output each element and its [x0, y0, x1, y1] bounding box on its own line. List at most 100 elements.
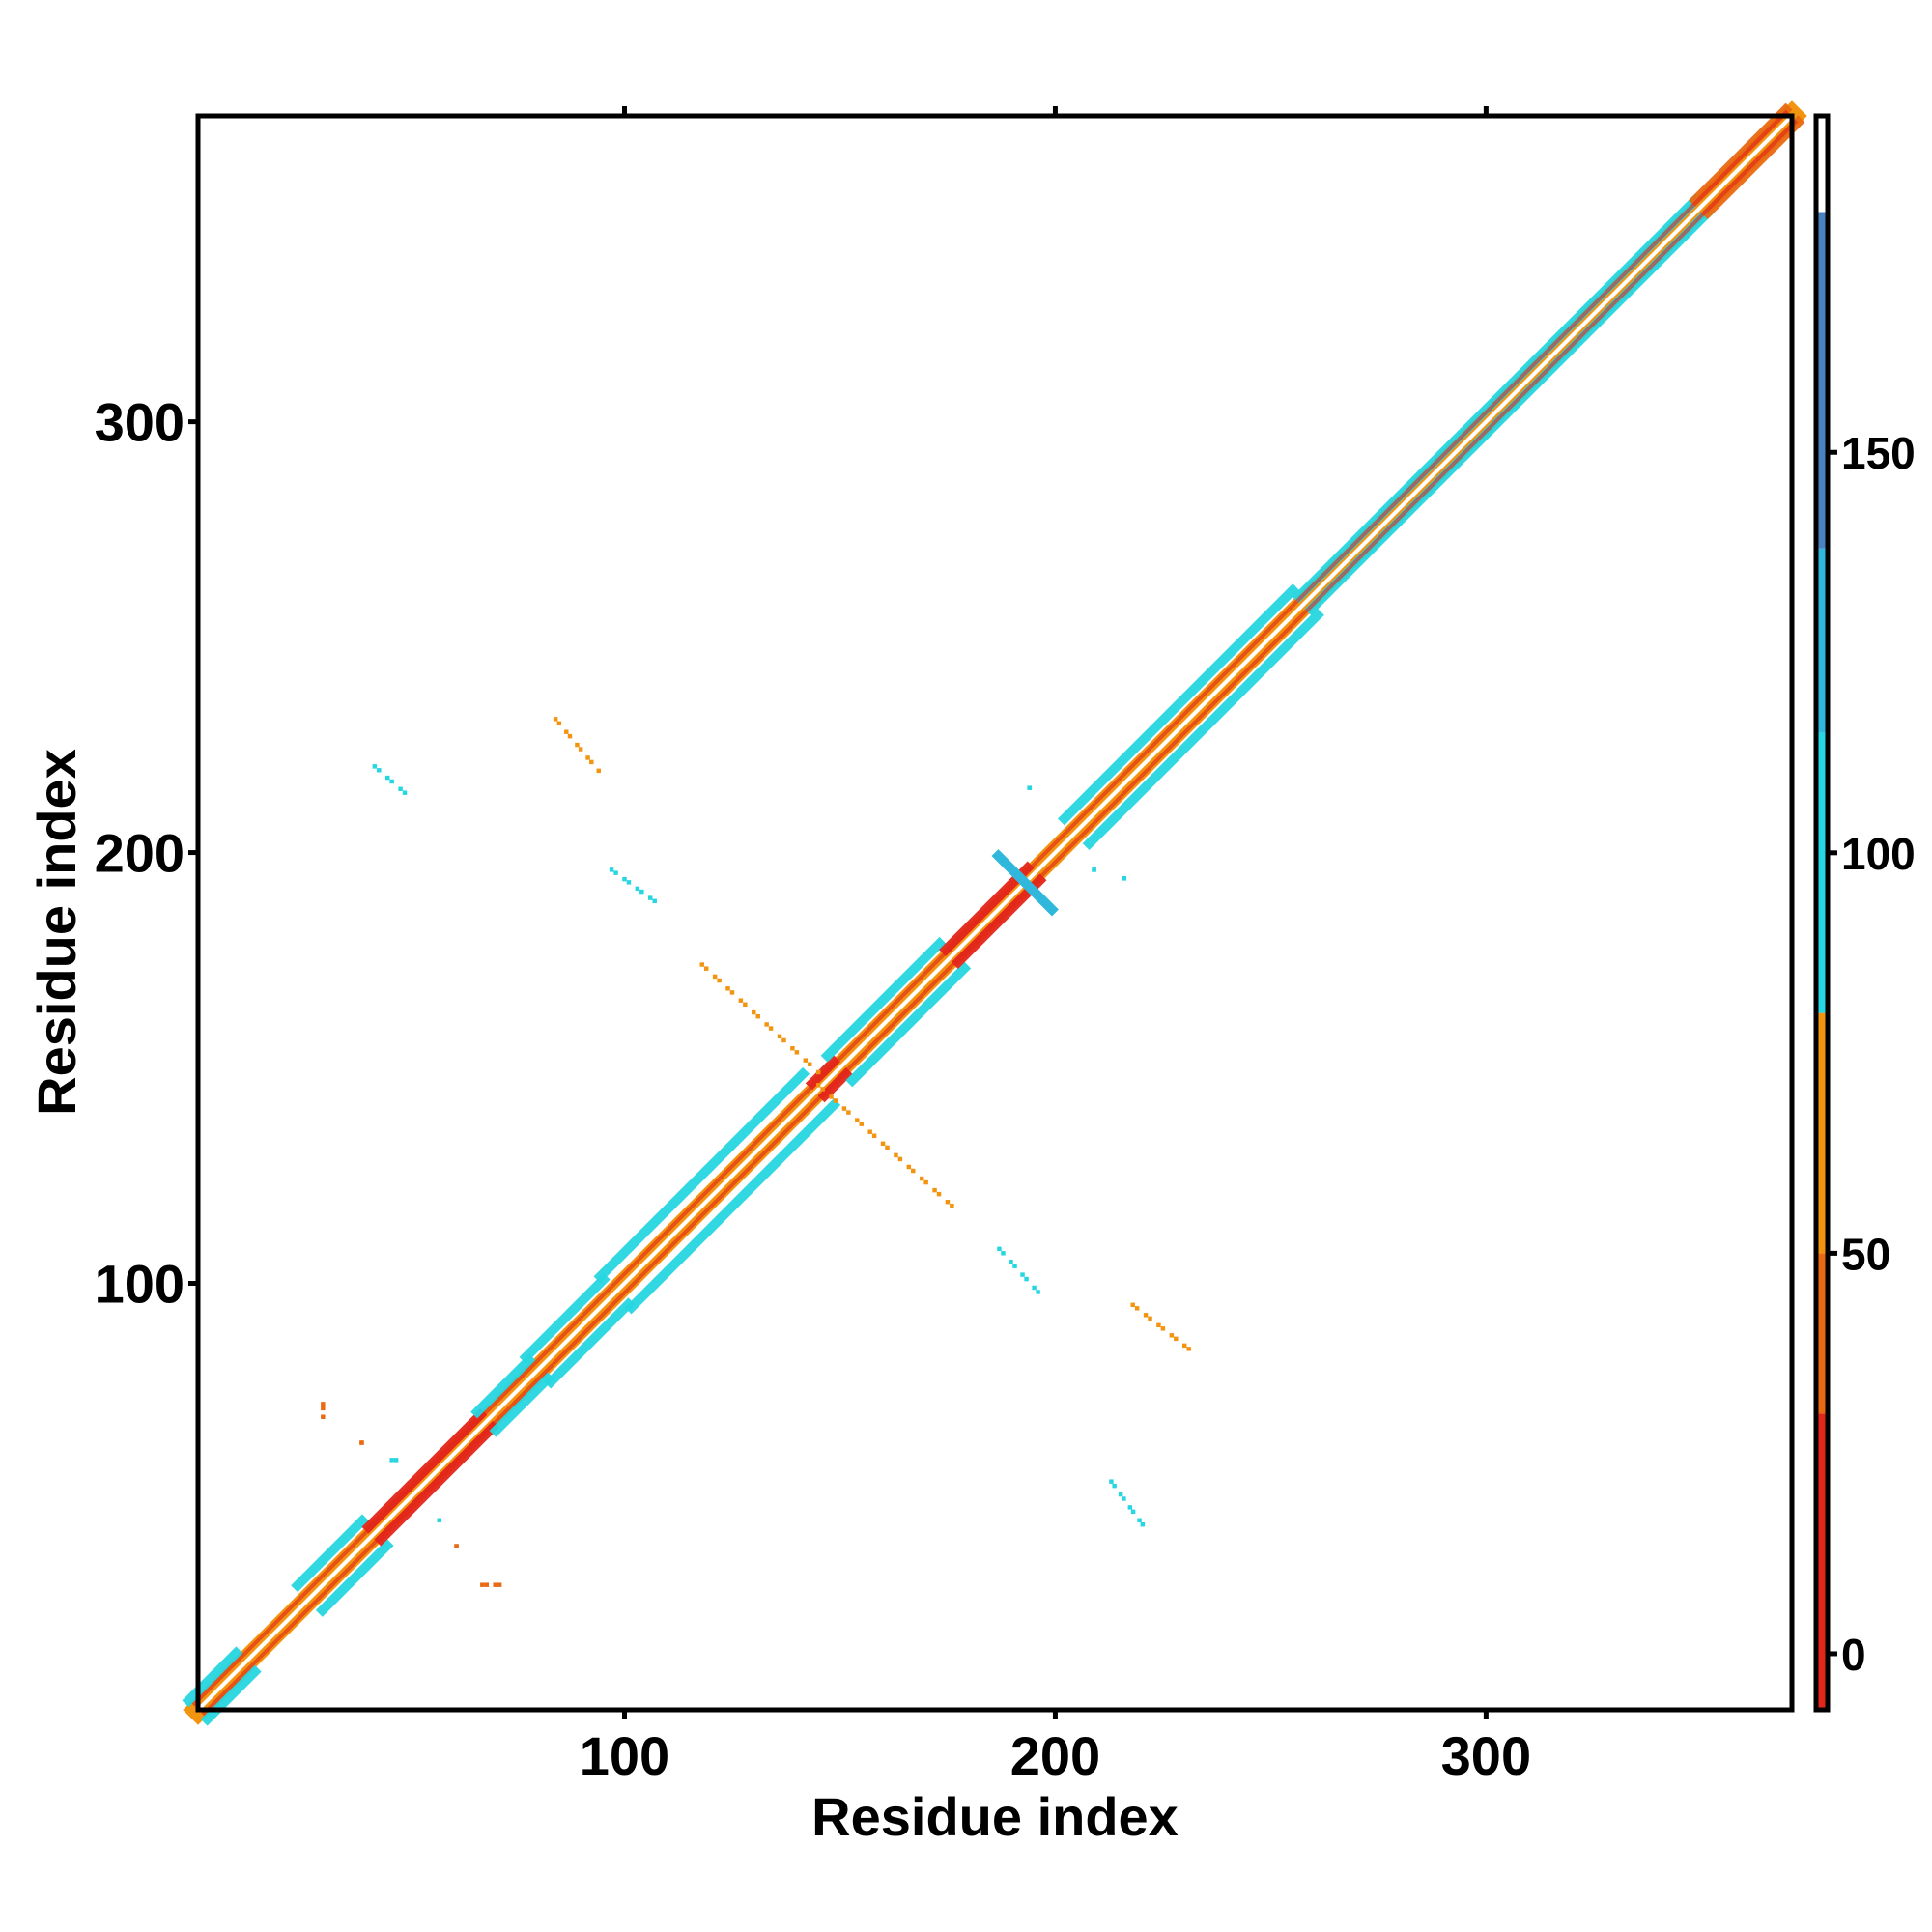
contact-cell	[626, 880, 632, 885]
diagonal-segment	[1700, 115, 1805, 220]
contact-cell	[699, 962, 704, 967]
diagonal-segment	[624, 1097, 841, 1315]
contact-cell	[321, 1406, 326, 1411]
contact-cell	[652, 898, 657, 904]
diagonal-segment	[315, 1539, 394, 1617]
contact-cell	[575, 742, 580, 748]
contact-cell	[781, 1037, 786, 1043]
contact-cell	[648, 895, 653, 900]
contact-cell	[454, 1544, 459, 1548]
colorbar-tick-label: 150	[1841, 428, 1916, 478]
contact-cell	[859, 1122, 864, 1126]
contact-cell	[484, 1582, 490, 1587]
y-tick-label: 300	[95, 392, 185, 453]
contact-cell	[497, 1582, 502, 1587]
diagonal-segment	[805, 1055, 840, 1091]
diagonal-segment	[845, 961, 972, 1088]
y-axis-title: Residue index	[26, 749, 87, 1116]
contact-cell	[855, 1118, 860, 1122]
contact-cell	[871, 1133, 877, 1138]
diagonal-segment	[1292, 193, 1702, 604]
contact-cell	[1020, 1272, 1025, 1277]
contact-cell	[1122, 1496, 1126, 1501]
contact-cell	[596, 768, 601, 774]
contact-cell	[790, 1045, 795, 1051]
contact-cell	[613, 870, 618, 875]
contact-cell	[585, 755, 590, 760]
diagonal-inner-line	[191, 109, 1789, 1707]
contact-cell	[389, 1458, 394, 1463]
contact-cell	[945, 1199, 951, 1205]
colorbar-frame	[1813, 113, 1831, 1713]
contact-cell	[919, 1176, 924, 1181]
colorbar-tick-label: 50	[1841, 1229, 1890, 1279]
contact-cell	[729, 990, 735, 995]
contact-cell	[829, 1094, 834, 1099]
contact-cell	[1134, 1306, 1140, 1311]
plot-frame	[195, 113, 1795, 1713]
contact-cell	[1036, 1290, 1040, 1294]
contact-cell	[1012, 1264, 1017, 1268]
contact-cell	[639, 889, 644, 895]
contact-cell	[885, 1145, 890, 1151]
contact-cell	[1148, 1316, 1152, 1321]
contact-cell	[635, 886, 640, 892]
heatmap-cells	[182, 100, 1807, 1726]
contact-cell	[553, 717, 558, 722]
contact-cell	[808, 1062, 812, 1066]
diagonal-segment	[374, 1420, 500, 1547]
colorbar-band	[1816, 212, 1828, 549]
contact-cell	[1156, 1322, 1161, 1328]
contact-cell	[1027, 785, 1032, 790]
contact-cell	[932, 1187, 937, 1193]
contact-cell	[820, 1087, 825, 1092]
contact-cell	[372, 764, 378, 769]
diagonal-segment	[951, 873, 1047, 969]
axis-ticks: 100 200 300 100 200 300	[95, 106, 1531, 1786]
contact-cell	[815, 1083, 821, 1088]
colorbar: 0 50 100 150	[1813, 113, 1916, 1713]
contact-cell	[923, 1179, 928, 1185]
contact-cell	[950, 1204, 954, 1208]
contact-cell	[1092, 867, 1096, 872]
y-tick-label: 200	[95, 823, 185, 884]
contact-cell	[803, 1058, 809, 1063]
contact-cell	[894, 1152, 898, 1158]
contact-cell	[768, 1026, 774, 1031]
contact-cell	[1186, 1347, 1191, 1351]
contact-cell	[1137, 1518, 1142, 1523]
contact-cell	[725, 986, 730, 991]
contact-cell	[567, 733, 573, 739]
contact-cell	[717, 978, 722, 983]
contact-cell	[589, 759, 594, 765]
contact-cell	[752, 1009, 756, 1015]
diagonal-segment	[1057, 583, 1300, 826]
contact-cell	[1130, 1509, 1136, 1515]
contact-cell	[377, 768, 382, 773]
contact-cell	[1130, 1302, 1135, 1308]
contact-cell	[1181, 1343, 1187, 1349]
contact-cell	[402, 790, 408, 795]
contact-cell	[1143, 1313, 1149, 1318]
diagonal-segment	[470, 1353, 536, 1419]
diagonal-segment	[489, 1372, 554, 1437]
diagonal-segment	[291, 1514, 369, 1593]
contact-cell	[398, 786, 403, 792]
contact-cell	[743, 1002, 748, 1008]
x-tick-label: 100	[580, 1725, 669, 1786]
colorbar-band	[1816, 548, 1828, 733]
contact-cell	[480, 1582, 485, 1587]
diagonal-segment	[519, 1272, 611, 1364]
contact-cell	[437, 1518, 441, 1523]
contact-cell	[1169, 1333, 1175, 1338]
y-tick-label: 100	[95, 1254, 185, 1315]
contact-cell	[833, 1098, 838, 1103]
colorbar-band	[1816, 116, 1828, 213]
contact-cell	[493, 1582, 497, 1587]
contact-cell	[906, 1164, 912, 1170]
diagonal-segment	[1082, 608, 1324, 851]
contact-cell	[1127, 1505, 1133, 1510]
contact-cell	[764, 1022, 769, 1027]
colorbar-band	[1816, 732, 1828, 1013]
contact-cell	[738, 998, 744, 1003]
